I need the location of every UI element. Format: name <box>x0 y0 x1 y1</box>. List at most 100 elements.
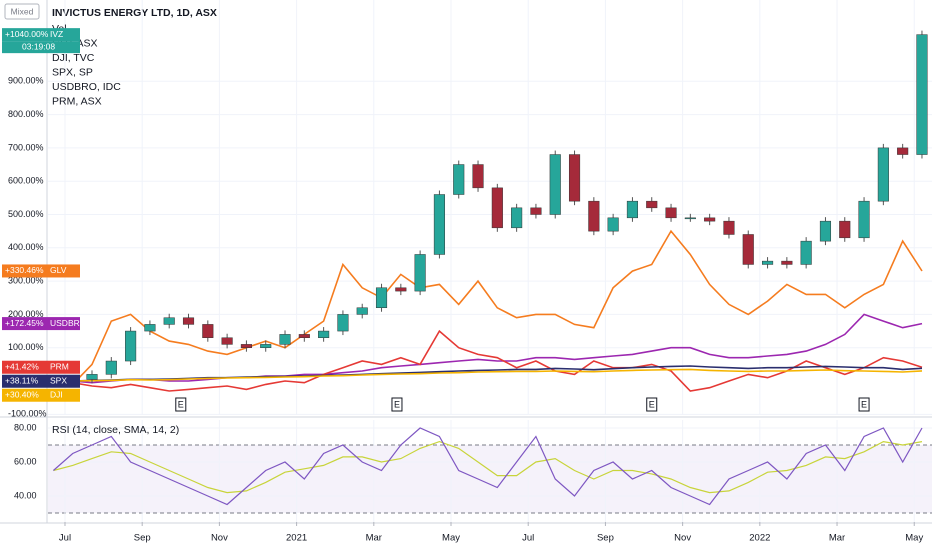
last-value-label: +41.42% <box>5 361 39 371</box>
series-line <box>53 229 923 386</box>
candle-body <box>588 200 600 232</box>
series-name: USDBRO <box>50 318 87 328</box>
countdown: 03:19:08 <box>22 41 55 51</box>
candle-body <box>568 154 581 202</box>
event-marker <box>175 397 187 412</box>
candle-body <box>819 220 832 242</box>
event-label: E <box>394 399 400 409</box>
x-tick-label: Sep <box>134 533 151 544</box>
legend-item: USDBRO, IDC <box>52 81 121 93</box>
candle-body <box>356 307 368 315</box>
last-value-label: +30.40% <box>5 389 39 399</box>
candle-body <box>182 317 195 325</box>
last-value-tag: +172.45% USDBRO <box>2 317 87 331</box>
candle-body <box>800 240 812 265</box>
last-value-label: +330.46% <box>5 265 44 275</box>
candle-body <box>395 287 407 292</box>
y-tick-label: 800.00% <box>8 109 44 119</box>
rsi-band <box>48 444 932 513</box>
rsi-title: RSI (14, close, SMA, 14, 2) <box>52 424 179 436</box>
countdown-box <box>2 41 80 54</box>
x-tick-label: 2021 <box>286 533 307 544</box>
legend-item: PRM, ASX <box>52 95 102 107</box>
candle-body <box>607 217 619 232</box>
series-name: GLV <box>50 265 67 275</box>
last-value-label: +38.11% <box>5 375 39 385</box>
event-label: E <box>649 399 655 409</box>
candle-body <box>163 317 175 325</box>
x-tick-label: 2022 <box>749 533 770 544</box>
candle-body <box>433 194 445 255</box>
x-tick-label: May <box>442 533 460 544</box>
badge[interactable]: Mixed <box>11 6 34 16</box>
rsi-sma-line <box>53 440 923 494</box>
candle-body <box>897 147 909 155</box>
y-tick-label: 300.00% <box>8 275 44 285</box>
series-name: IVZ <box>50 29 63 39</box>
x-tick-label: Mar <box>829 533 845 544</box>
candle-body <box>260 344 272 348</box>
last-value-box <box>2 264 80 278</box>
last-value-tag: +30.40% DJI <box>2 388 80 402</box>
x-tick-label: Nov <box>674 533 691 544</box>
candle-body <box>530 207 542 215</box>
candle-body <box>298 334 310 338</box>
rsi-tick-label: 40.00 <box>14 490 37 500</box>
x-tick-label: Jul <box>522 533 534 544</box>
last-value-box <box>2 317 80 331</box>
x-tick-label: Nov <box>211 533 228 544</box>
chart-title: INVICTUS ENERGY LTD, 1D, ASX <box>52 7 217 19</box>
candle-body <box>86 374 98 380</box>
rsi-tick-label: 60.00 <box>14 456 37 466</box>
candle-body <box>240 344 252 348</box>
last-value-label: +172.45% <box>5 318 44 328</box>
candle-body <box>125 330 137 362</box>
rsi-line <box>53 427 923 506</box>
series-line <box>53 368 923 382</box>
y-tick-label: 500.00% <box>8 209 44 219</box>
x-tick-label: Jul <box>59 533 71 544</box>
x-tick-label: Sep <box>597 533 614 544</box>
candle-body <box>723 220 735 235</box>
rsi-tick-label: 80.00 <box>14 422 37 432</box>
legend-item: DJI, TVC <box>52 52 95 64</box>
legend-item: SPX, SP <box>52 66 93 78</box>
candle-body <box>318 330 330 338</box>
last-value-box <box>2 28 80 42</box>
candle-body <box>202 324 214 338</box>
event-label: E <box>861 399 867 409</box>
event-marker <box>646 397 658 412</box>
y-tick-label: 100.00% <box>8 342 44 352</box>
candle-body <box>626 200 639 219</box>
candle-body <box>742 234 754 265</box>
x-tick-label: May <box>905 533 923 544</box>
candle-body <box>704 217 716 222</box>
event-marker <box>858 397 870 412</box>
candle-body <box>414 254 426 292</box>
y-tick-label: 600.00% <box>8 176 44 186</box>
x-tick-label: Mar <box>366 533 382 544</box>
series-name: SPX <box>50 375 67 385</box>
series-name: DJI <box>50 389 63 399</box>
y-tick-label: 700.00% <box>8 142 44 152</box>
y-tick-label: 400.00% <box>8 242 44 252</box>
badge-box[interactable] <box>4 3 40 20</box>
last-value-box <box>2 388 80 402</box>
candle-body <box>279 334 291 345</box>
candle-body <box>472 164 484 189</box>
last-value-tag: +1040.00% IVZ 03:19:08 <box>2 28 80 54</box>
candle-body <box>781 260 793 265</box>
candle-body <box>105 360 117 375</box>
y-tick-label: 900.00% <box>8 76 44 86</box>
candle-body <box>221 337 233 345</box>
candle-body <box>761 260 774 265</box>
candle-body <box>375 287 388 309</box>
last-value-tag: +41.42% PRM <box>2 360 80 374</box>
candle-body <box>337 314 349 332</box>
y-tick-label: 200.00% <box>8 309 44 319</box>
candle-body <box>549 154 561 215</box>
event-label: E <box>178 399 184 409</box>
candle-body <box>511 207 523 229</box>
